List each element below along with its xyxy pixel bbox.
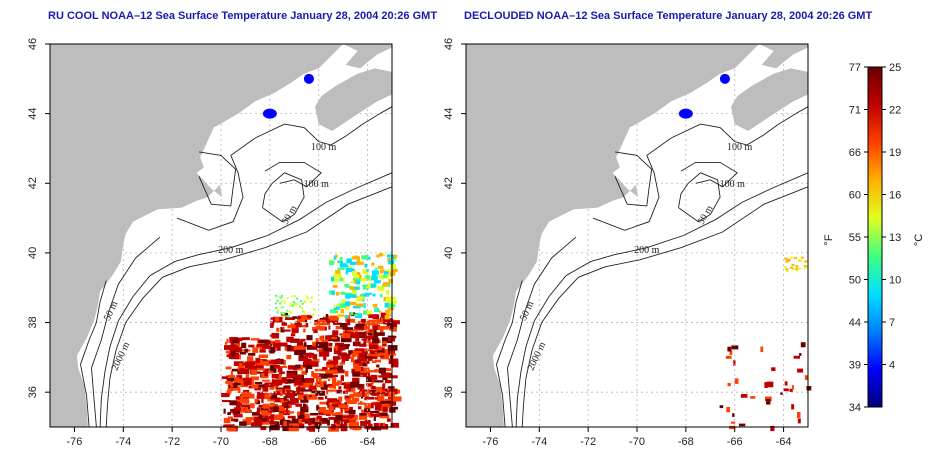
right-map-title: DECLOUDED NOAA–12 Sea Surface Temperatur… — [464, 10, 873, 22]
contour-label: 200 m — [634, 245, 660, 256]
celsius-tick-label: 13 — [889, 232, 901, 244]
lon-tick-label: -68 — [262, 436, 278, 448]
celsius-tick-label: 7 — [889, 317, 895, 329]
axes: -76 -74 -72 -70 -68 -66 -64 46 44 42 40 38 36 — [443, 38, 792, 448]
us-coastline-land — [50, 44, 392, 427]
temperature-colorbar: °F °C 77 71 66 60 55 50 44 39 34 25 22 19 16 13 10 7 4 — [823, 62, 925, 414]
contour-label: 100 m — [720, 179, 746, 190]
cold-water-patches — [678, 73, 730, 119]
lat-tick-label: 36 — [443, 386, 455, 398]
lon-tick-label: -70 — [629, 436, 645, 448]
sst-pixels — [221, 253, 402, 432]
depth-contour — [176, 106, 393, 231]
lon-tick-label: -72 — [580, 436, 596, 448]
fahrenheit-tick-label: 66 — [849, 147, 861, 159]
lat-tick-label: 44 — [27, 108, 39, 120]
depth-contour — [515, 172, 809, 428]
depth-contour — [614, 151, 653, 207]
nova-scotia-land — [731, 68, 808, 131]
depth-contour — [198, 151, 237, 207]
depth-contour — [507, 236, 577, 428]
lat-tick-label: 40 — [443, 247, 455, 259]
lat-tick-label: 36 — [27, 386, 39, 398]
lat-tick-label: 46 — [27, 38, 39, 50]
lon-tick-label: -66 — [311, 436, 327, 448]
left-map-title: RU COOL NOAA–12 Sea Surface Temperature … — [48, 10, 438, 22]
fahrenheit-tick-label: 60 — [849, 190, 861, 202]
lat-tick-label: 46 — [443, 38, 455, 50]
fahrenheit-tick-label: 71 — [849, 105, 861, 117]
lon-tick-label: -68 — [678, 436, 694, 448]
fahrenheit-tick-label: 55 — [849, 232, 861, 244]
lat-tick-label: 40 — [27, 247, 39, 259]
celsius-tick-label: 10 — [889, 275, 901, 287]
contour-label: 100 m — [311, 142, 337, 153]
celsius-tick-label: 16 — [889, 190, 901, 202]
bathymetry-contours — [496, 106, 809, 428]
lon-tick-label: -74 — [531, 436, 547, 448]
fahrenheit-tick-label: 44 — [849, 317, 861, 329]
depth-contour — [99, 172, 393, 428]
lat-tick-label: 42 — [443, 177, 455, 189]
depth-contour — [678, 172, 721, 223]
celsius-tick-label: 22 — [889, 105, 901, 117]
lon-tick-label: -64 — [360, 436, 376, 448]
depth-contour — [496, 280, 523, 428]
lon-tick-label: -64 — [776, 436, 792, 448]
contour-label: 100 m — [727, 142, 753, 153]
contour-label: 100 m — [304, 179, 330, 190]
lon-tick-label: -76 — [66, 436, 82, 448]
axes: -76 -74 -72 -70 -68 -66 -64 46 44 42 40 38 36 — [27, 38, 376, 448]
fahrenheit-tick-label: 50 — [849, 275, 861, 287]
depth-contour — [592, 106, 809, 231]
celsius-tick-label: 25 — [889, 62, 901, 74]
contour-label: 200 m — [218, 245, 244, 256]
us-coastline-land — [466, 44, 808, 427]
cold-water-patches — [262, 73, 314, 119]
sst-pixels — [719, 256, 812, 432]
lat-tick-label: 44 — [443, 108, 455, 120]
fahrenheit-tick-label: 39 — [849, 360, 861, 372]
depth-contour — [80, 280, 107, 428]
depth-contour — [91, 236, 161, 428]
celsius-tick-label: 4 — [889, 360, 895, 372]
fahrenheit-tick-label: 77 — [849, 62, 861, 74]
depth-contour — [680, 161, 738, 188]
lon-tick-label: -70 — [213, 436, 229, 448]
fahrenheit-unit-label: °F — [823, 234, 835, 245]
depth-contour — [105, 186, 393, 428]
nova-scotia-land — [315, 68, 392, 131]
celsius-tick-label: 19 — [889, 147, 901, 159]
lon-tick-label: -76 — [482, 436, 498, 448]
lat-tick-label: 42 — [27, 177, 39, 189]
celsius-unit-label: °C — [913, 234, 925, 246]
lon-tick-label: -66 — [727, 436, 743, 448]
bathymetry-contours — [80, 106, 393, 428]
lon-tick-label: -74 — [115, 436, 131, 448]
fahrenheit-tick-label: 34 — [849, 402, 861, 414]
depth-contour — [262, 172, 305, 223]
lon-tick-label: -72 — [164, 436, 180, 448]
depth-contour — [521, 186, 809, 428]
colorbar-gradient — [867, 66, 883, 408]
lat-tick-label: 38 — [443, 316, 455, 328]
lat-tick-label: 38 — [27, 316, 39, 328]
depth-contour — [264, 161, 322, 188]
